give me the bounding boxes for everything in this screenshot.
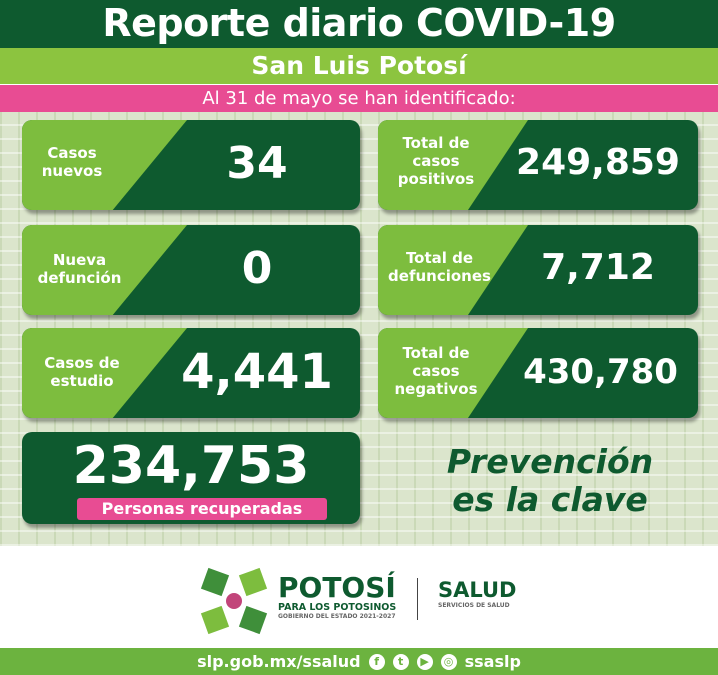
- state-banner: San Luis Potosí: [0, 48, 718, 84]
- card-label: Total de casos positivos: [397, 134, 475, 188]
- card-total-deaths: Total de defunciones 7,712: [378, 225, 698, 315]
- card-value: 7,712: [541, 247, 655, 288]
- footer-bar: slp.gob.mx/ssalud f t ▶ ◎ ssaslp: [0, 648, 718, 675]
- date-banner: Al 31 de mayo se han identificado:: [0, 85, 718, 112]
- slogan: Prevención es la clave: [400, 443, 700, 519]
- card-new-death: Nueva defunción 0: [22, 225, 360, 315]
- card-value: 34: [226, 138, 288, 189]
- card-value: 0: [241, 243, 273, 294]
- card-recovered: 234,753 Personas recuperadas: [22, 432, 360, 524]
- youtube-icon[interactable]: ▶: [416, 653, 433, 670]
- card-value: 249,859: [516, 142, 680, 183]
- recovered-label: Personas recuperadas: [77, 498, 327, 520]
- card-value: 4,441: [181, 344, 333, 400]
- facebook-icon[interactable]: f: [368, 653, 385, 670]
- card-total-positive: Total de casos positivos 249,859: [378, 120, 698, 210]
- card-total-negative: Total de casos negativos 430,780: [378, 328, 698, 418]
- card-label: Total de defunciones: [388, 249, 491, 285]
- slogan-line2: es la clave: [452, 480, 648, 519]
- report-title: Reporte diario COVID-19: [0, 0, 718, 48]
- logo-name: POTOSÍ: [278, 571, 396, 604]
- card-label: Total de casos negativos: [394, 344, 478, 398]
- card-label: Casos nuevos: [41, 144, 103, 180]
- card-label: Casos de estudio: [44, 354, 120, 390]
- salud-logo: SALUD SERVICIOS DE SALUD: [438, 578, 517, 609]
- card-study-cases: Casos de estudio 4,441: [22, 328, 360, 418]
- salud-sub: SERVICIOS DE SALUD: [438, 602, 510, 609]
- logo-divider: [417, 578, 418, 620]
- footer-handle[interactable]: ssaslp: [464, 652, 521, 671]
- twitter-icon[interactable]: t: [392, 653, 409, 670]
- card-new-cases: Casos nuevos 34: [22, 120, 360, 210]
- recovered-value: 234,753: [72, 436, 310, 496]
- potosi-logo-text: POTOSÍ PARA LOS POTOSINOS GOBIERNO DEL E…: [278, 571, 397, 621]
- slogan-line1: Prevención: [446, 442, 654, 481]
- government-logo-emblem: [196, 563, 272, 639]
- logo-tagline: PARA LOS POTOSINOS: [278, 602, 397, 613]
- salud-name: SALUD: [438, 578, 517, 602]
- footer-url[interactable]: slp.gob.mx/ssalud: [197, 652, 361, 671]
- card-value: 430,780: [523, 352, 678, 392]
- instagram-icon[interactable]: ◎: [440, 653, 457, 670]
- logo-sub: GOBIERNO DEL ESTADO 2021-2027: [278, 613, 396, 620]
- card-label: Nueva defunción: [37, 251, 122, 287]
